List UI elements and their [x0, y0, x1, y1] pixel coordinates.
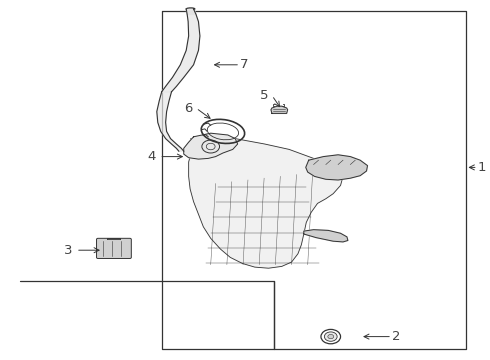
Polygon shape: [184, 133, 238, 159]
Polygon shape: [186, 8, 196, 14]
Text: 3: 3: [64, 244, 72, 257]
FancyBboxPatch shape: [97, 238, 131, 258]
Polygon shape: [162, 9, 200, 92]
Text: 4: 4: [147, 150, 155, 163]
Polygon shape: [157, 92, 184, 151]
Text: 5: 5: [260, 89, 268, 102]
Text: 7: 7: [240, 58, 248, 71]
Circle shape: [328, 334, 334, 339]
Circle shape: [324, 332, 337, 341]
Polygon shape: [306, 155, 368, 180]
Text: 2: 2: [392, 330, 400, 343]
Polygon shape: [189, 139, 343, 268]
Polygon shape: [304, 230, 348, 242]
Text: 6: 6: [184, 102, 192, 114]
Text: 1: 1: [478, 161, 486, 174]
Polygon shape: [271, 106, 288, 113]
